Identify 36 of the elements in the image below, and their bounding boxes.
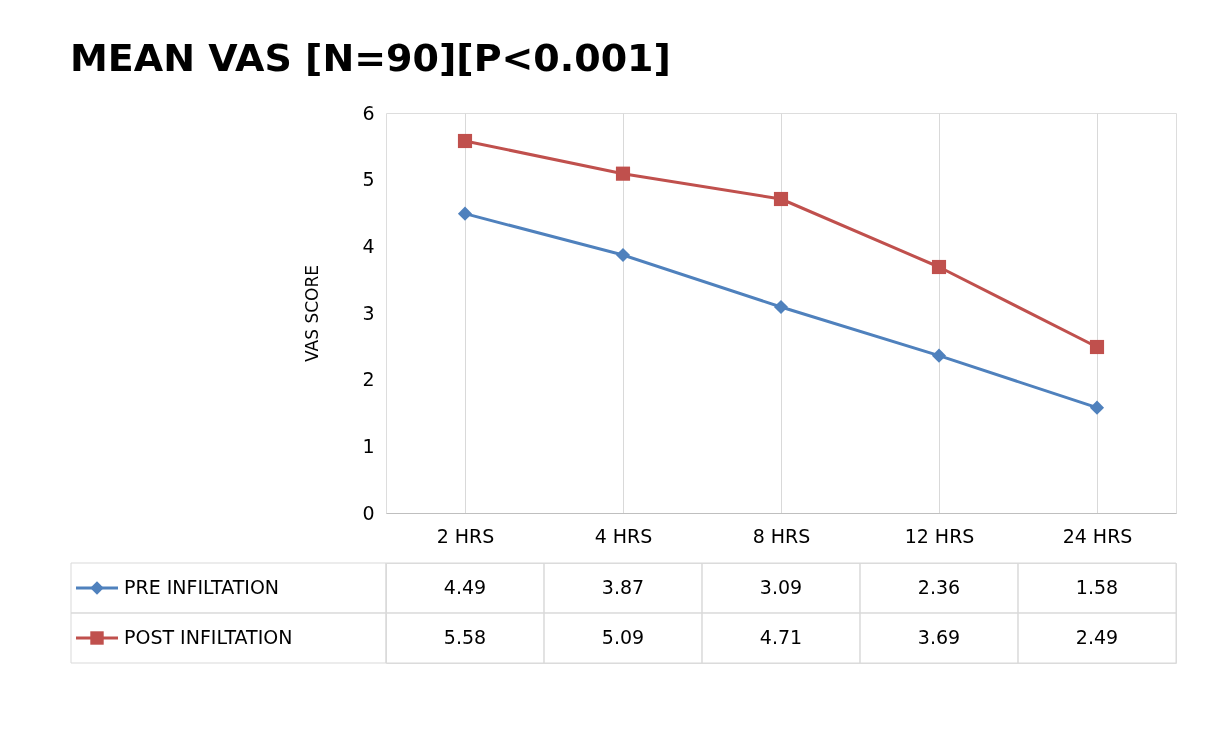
x-tick-label: 8 HRS <box>752 524 811 547</box>
y-tick-label: 6 <box>362 101 375 124</box>
data-label: 5.58 <box>443 626 487 648</box>
legend-label: PRE INFILTATION <box>124 576 280 598</box>
y-tick-label: 5 <box>362 168 375 191</box>
point <box>615 247 631 263</box>
data-label: 1.58 <box>1075 576 1119 598</box>
y-tick-label: 2 <box>362 368 375 391</box>
point <box>931 348 947 363</box>
x-tick-label: 4 HRS <box>594 524 653 547</box>
point <box>457 133 473 149</box>
data-label: 2.36 <box>917 576 961 598</box>
x-tick-label: 24 HRS <box>1062 524 1133 547</box>
data-label: 4.71 <box>759 626 803 648</box>
data-label: 3.87 <box>601 576 645 598</box>
data-label: 3.09 <box>759 576 803 598</box>
point <box>457 206 473 221</box>
point <box>773 191 789 207</box>
y-tick-label: 0 <box>362 501 375 524</box>
x-tick-label: 2 HRS <box>436 524 495 547</box>
y-tick-label: 4 <box>362 234 375 257</box>
data-label: 5.09 <box>601 626 645 648</box>
point <box>615 166 631 181</box>
data-label: 4.49 <box>443 576 487 598</box>
y-axis-title: VAS SCORE <box>302 265 323 362</box>
point <box>1089 400 1105 415</box>
point <box>773 299 789 315</box>
x-tick-label: 12 HRS <box>904 524 975 547</box>
point <box>1089 339 1105 355</box>
y-tick-label: 3 <box>362 301 375 324</box>
data-label: 3.69 <box>917 626 961 648</box>
point <box>931 259 947 275</box>
chart-title: MEAN VAS [N=90][P<0.001] <box>70 35 671 80</box>
legend-label: POST INFILTATION <box>124 626 293 648</box>
data-label: 2.49 <box>1075 626 1119 648</box>
y-tick-label: 1 <box>362 434 375 457</box>
